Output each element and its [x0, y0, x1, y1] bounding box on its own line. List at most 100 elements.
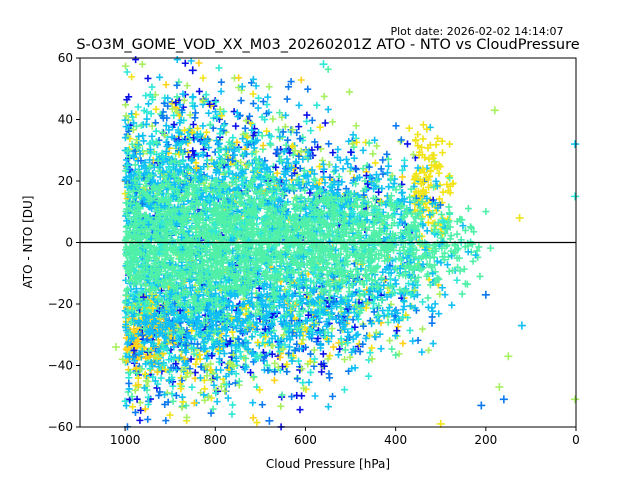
scatter-point — [144, 378, 152, 386]
scatter-point — [258, 113, 266, 121]
scatter-point — [182, 373, 190, 381]
scatter-point — [324, 105, 332, 113]
scatter-point — [379, 170, 387, 178]
scatter-point — [217, 366, 225, 374]
scatter-point — [310, 346, 318, 354]
scatter-point — [122, 101, 130, 109]
scatter-point — [249, 100, 257, 108]
scatter-point — [319, 279, 327, 287]
scatter-point — [153, 384, 161, 392]
scatter-point — [432, 141, 440, 149]
scatter-point — [205, 393, 213, 401]
scatter-point — [346, 88, 354, 96]
scatter-point — [308, 116, 316, 124]
scatter-point — [217, 78, 225, 86]
scatter-point — [166, 349, 174, 357]
scatter-point — [254, 338, 262, 346]
scatter-point — [131, 161, 139, 169]
scatter-point — [265, 83, 273, 91]
scatter-point — [314, 143, 322, 151]
scatter-point — [398, 189, 406, 197]
scatter-point — [356, 348, 364, 356]
scatter-point — [324, 403, 332, 411]
scatter-point — [229, 134, 237, 142]
scatter-point — [148, 83, 156, 91]
scatter-point — [181, 126, 189, 134]
scatter-point — [213, 398, 221, 406]
scatter-point — [298, 365, 306, 373]
scatter-point — [288, 393, 296, 401]
scatter-point — [228, 410, 236, 418]
scatter-point — [350, 154, 358, 162]
scatter-point — [365, 356, 373, 364]
scatter-point — [487, 244, 495, 252]
scatter-point — [296, 406, 304, 414]
scatter-point — [182, 402, 190, 410]
scatter-point — [295, 101, 303, 109]
scatter-point — [162, 417, 170, 425]
scatter-point — [418, 348, 426, 356]
scatter-point — [191, 332, 199, 340]
scatter-point — [121, 397, 129, 405]
scatter-point — [132, 56, 140, 64]
scatter-point — [178, 106, 186, 114]
scatter-point — [224, 394, 232, 402]
scatter-point — [257, 351, 265, 359]
scatter-point — [144, 100, 152, 108]
scatter-point — [428, 319, 436, 327]
scatter-point — [246, 112, 254, 120]
scatter-point — [281, 123, 289, 131]
scatter-point — [237, 97, 245, 105]
scatter-point — [207, 409, 215, 417]
scatter-point — [324, 65, 332, 73]
scatter-point — [284, 83, 292, 91]
scatter-point — [326, 374, 334, 382]
scatter-point — [325, 160, 333, 168]
scatter-point — [313, 338, 321, 346]
scatter-point — [137, 406, 145, 414]
scatter-point — [383, 150, 391, 158]
scatter-point — [125, 379, 133, 387]
scatter-point — [161, 366, 169, 374]
scatter-point — [439, 188, 447, 196]
scatter-point — [283, 360, 291, 368]
scatter-point — [249, 75, 257, 83]
scatter-point — [133, 395, 141, 403]
scatter-point — [346, 353, 354, 361]
scatter-point — [281, 286, 289, 294]
scatter-point — [235, 74, 243, 82]
scatter-point — [289, 126, 297, 134]
scatter-point — [221, 387, 229, 395]
scatter-point — [370, 308, 378, 316]
scatter-point — [137, 121, 145, 129]
scatter-point — [278, 113, 286, 121]
scatter-point — [144, 74, 152, 82]
scatter-point — [289, 142, 297, 150]
scatter-point — [307, 368, 315, 376]
scatter-point — [328, 325, 336, 333]
scatter-point — [276, 109, 284, 117]
scatter-point — [155, 391, 163, 399]
scatter-point — [134, 381, 142, 389]
scatter-point — [403, 140, 411, 148]
scatter-point — [241, 124, 249, 132]
scatter-point — [207, 366, 215, 374]
scatter-point — [269, 115, 277, 123]
scatter-point — [191, 109, 199, 117]
scatter-point — [306, 357, 314, 365]
scatter-point — [189, 147, 197, 155]
scatter-point — [321, 119, 329, 127]
scatter-point — [329, 118, 337, 126]
scatter-point — [241, 328, 249, 336]
scatter-point — [237, 352, 245, 360]
scatter-point — [152, 127, 160, 135]
scatter-point — [320, 362, 328, 370]
scatter-point — [259, 98, 267, 106]
scatter-point — [341, 346, 349, 354]
scatter-point — [211, 108, 219, 116]
scatter-point — [303, 111, 311, 119]
scatter-point — [176, 380, 184, 388]
scatter-point — [311, 355, 319, 363]
scatter-point — [238, 83, 246, 91]
scatter-point — [311, 392, 319, 400]
